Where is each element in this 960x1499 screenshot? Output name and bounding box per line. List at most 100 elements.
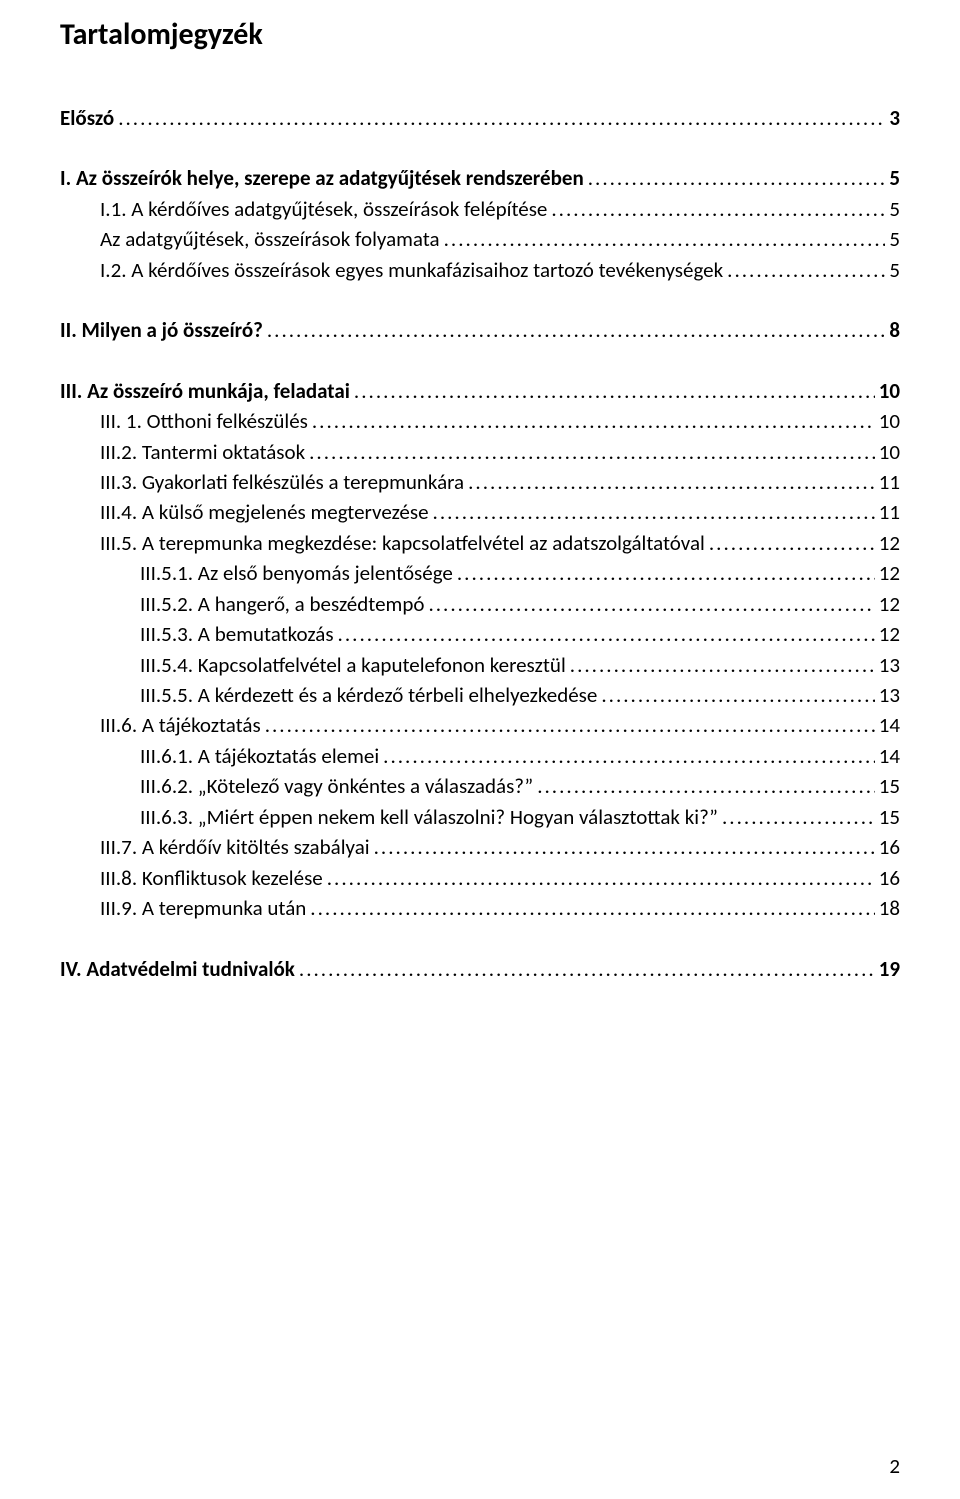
toc-leader	[457, 558, 875, 588]
toc-entry: IV. Adatvédelmi tudnivalók 19	[60, 954, 900, 984]
toc-entry-label: IV. Adatvédelmi tudnivalók	[60, 954, 295, 984]
toc-entry: III.8. Konfliktusok kezelése 16	[60, 863, 900, 893]
toc-entry: III. 1. Otthoni felkészülés 10	[60, 406, 900, 436]
toc-entry-label: I. Az összeírók helye, szerepe az adatgy…	[60, 163, 584, 193]
toc-entry: I. Az összeírók helye, szerepe az adatgy…	[60, 163, 900, 193]
toc-entry: III.5.5. A kérdezett és a kérdező térbel…	[60, 680, 900, 710]
toc-leader	[118, 103, 885, 133]
toc-leader	[428, 589, 874, 619]
toc-entry-page: 8	[889, 315, 900, 345]
toc-entry-page: 16	[879, 863, 900, 893]
toc-entry-page: 15	[879, 771, 900, 801]
toc-entry-label: III.5.2. A hangerő, a beszédtempó	[140, 589, 424, 619]
toc-entry-page: 12	[879, 558, 900, 588]
toc-leader	[537, 771, 875, 801]
toc-entry: III. Az összeíró munkája, feladatai 10	[60, 376, 900, 406]
toc-entry-label: III.7. A kérdőív kitöltés szabályai	[100, 832, 370, 862]
toc-entry-label: III.5.5. A kérdezett és a kérdező térbel…	[140, 680, 597, 710]
toc-entry-label: III. Az összeíró munkája, feladatai	[60, 376, 350, 406]
toc-entry-page: 5	[889, 224, 900, 254]
toc-entry-label: Az adatgyűjtések, összeírások folyamata	[100, 224, 440, 254]
toc-entry-page: 10	[879, 376, 900, 406]
toc-entry-page: 14	[879, 710, 900, 740]
toc-entry-label: III.5.1. Az első benyomás jelentősége	[140, 558, 453, 588]
toc-entry-label: III.5.4. Kapcsolatfelvétel a kaputelefon…	[140, 650, 566, 680]
toc-entry-page: 15	[879, 802, 900, 832]
toc-entry-label: III.6.1. A tájékoztatás elemei	[140, 741, 379, 771]
toc-entry-label: III.2. Tantermi oktatások	[100, 437, 305, 467]
toc-entry: III.5.3. A bemutatkozás 12	[60, 619, 900, 649]
toc-entry-page: 13	[879, 680, 900, 710]
toc-entry-page: 11	[879, 467, 900, 497]
toc-entry: III.4. A külső megjelenés megtervezése 1…	[60, 497, 900, 527]
toc-entry-label: III.4. A külső megjelenés megtervezése	[100, 497, 429, 527]
toc-entry: Előszó 3	[60, 103, 900, 133]
toc-entry-page: 12	[879, 528, 900, 558]
toc-entry-label: Előszó	[60, 103, 114, 133]
toc-entry-page: 19	[879, 954, 900, 984]
toc-entry: Az adatgyűjtések, összeírások folyamata …	[60, 224, 900, 254]
toc-entry-page: 13	[879, 650, 900, 680]
toc-entry: III.5.1. Az első benyomás jelentősége 12	[60, 558, 900, 588]
toc-leader	[588, 163, 886, 193]
toc-leader	[312, 406, 875, 436]
toc-entry: III.6. A tájékoztatás 14	[60, 710, 900, 740]
toc-entry-label: III.9. A terepmunka után	[100, 893, 306, 923]
toc-entry: III.5.2. A hangerő, a beszédtempó 12	[60, 589, 900, 619]
toc-leader	[727, 255, 885, 285]
toc-entry: III.3. Gyakorlati felkészülés a terepmun…	[60, 467, 900, 497]
toc-entry-page: 10	[879, 437, 900, 467]
toc-leader	[433, 497, 875, 527]
toc-leader	[327, 863, 875, 893]
toc-entry: III.5. A terepmunka megkezdése: kapcsola…	[60, 528, 900, 558]
toc-leader	[309, 437, 875, 467]
table-of-contents: Előszó 3 I. Az összeírók helye, szerepe a…	[60, 103, 900, 984]
toc-entry-label: III.5. A terepmunka megkezdése: kapcsola…	[100, 528, 705, 558]
toc-entry-page: 10	[879, 406, 900, 436]
toc-entry-page: 11	[879, 497, 900, 527]
toc-leader	[570, 650, 875, 680]
toc-entry: II. Milyen a jó összeíró? 8	[60, 315, 900, 345]
toc-entry-page: 14	[879, 741, 900, 771]
page-title: Tartalomjegyzék	[60, 16, 900, 53]
toc-entry: III.6.3. „Miért éppen nekem kell válaszo…	[60, 802, 900, 832]
page-number: 2	[889, 1453, 900, 1479]
toc-entry-label: I.1. A kérdőíves adatgyűjtések, összeírá…	[100, 194, 547, 224]
toc-entry-label: III.3. Gyakorlati felkészülés a terepmun…	[100, 467, 464, 497]
toc-leader	[267, 315, 886, 345]
toc-leader	[338, 619, 875, 649]
toc-entry-page: 5	[889, 194, 900, 224]
toc-entry-label: III. 1. Otthoni felkészülés	[100, 406, 308, 436]
toc-leader	[709, 528, 875, 558]
toc-entry-page: 12	[879, 619, 900, 649]
toc-entry-label: III.6.2. „Kötelező vagy önkéntes a válas…	[140, 771, 533, 801]
toc-entry-page: 16	[879, 832, 900, 862]
toc-entry-page: 3	[889, 103, 900, 133]
toc-entry: I.1. A kérdőíves adatgyűjtések, összeírá…	[60, 194, 900, 224]
toc-entry-label: III.5.3. A bemutatkozás	[140, 619, 334, 649]
toc-entry-label: III.6.3. „Miért éppen nekem kell válaszo…	[140, 802, 718, 832]
toc-leader	[299, 954, 875, 984]
toc-leader	[374, 832, 875, 862]
toc-entry: III.2. Tantermi oktatások 10	[60, 437, 900, 467]
toc-leader	[354, 376, 875, 406]
toc-entry: III.9. A terepmunka után 18	[60, 893, 900, 923]
toc-leader	[468, 467, 875, 497]
toc-entry-page: 5	[889, 163, 900, 193]
toc-leader	[383, 741, 875, 771]
toc-leader	[310, 893, 874, 923]
toc-leader	[551, 194, 885, 224]
toc-leader	[722, 802, 875, 832]
toc-leader	[265, 710, 875, 740]
toc-leader	[444, 224, 886, 254]
toc-entry-label: III.6. A tájékoztatás	[100, 710, 261, 740]
toc-entry-label: III.8. Konfliktusok kezelése	[100, 863, 323, 893]
toc-leader	[601, 680, 874, 710]
toc-entry-page: 5	[889, 255, 900, 285]
toc-entry: III.6.1. A tájékoztatás elemei 14	[60, 741, 900, 771]
toc-entry-label: I.2. A kérdőíves összeírások egyes munka…	[100, 255, 723, 285]
toc-entry-label: II. Milyen a jó összeíró?	[60, 315, 263, 345]
toc-entry-page: 12	[879, 589, 900, 619]
toc-entry: III.5.4. Kapcsolatfelvétel a kaputelefon…	[60, 650, 900, 680]
toc-entry: III.7. A kérdőív kitöltés szabályai 16	[60, 832, 900, 862]
